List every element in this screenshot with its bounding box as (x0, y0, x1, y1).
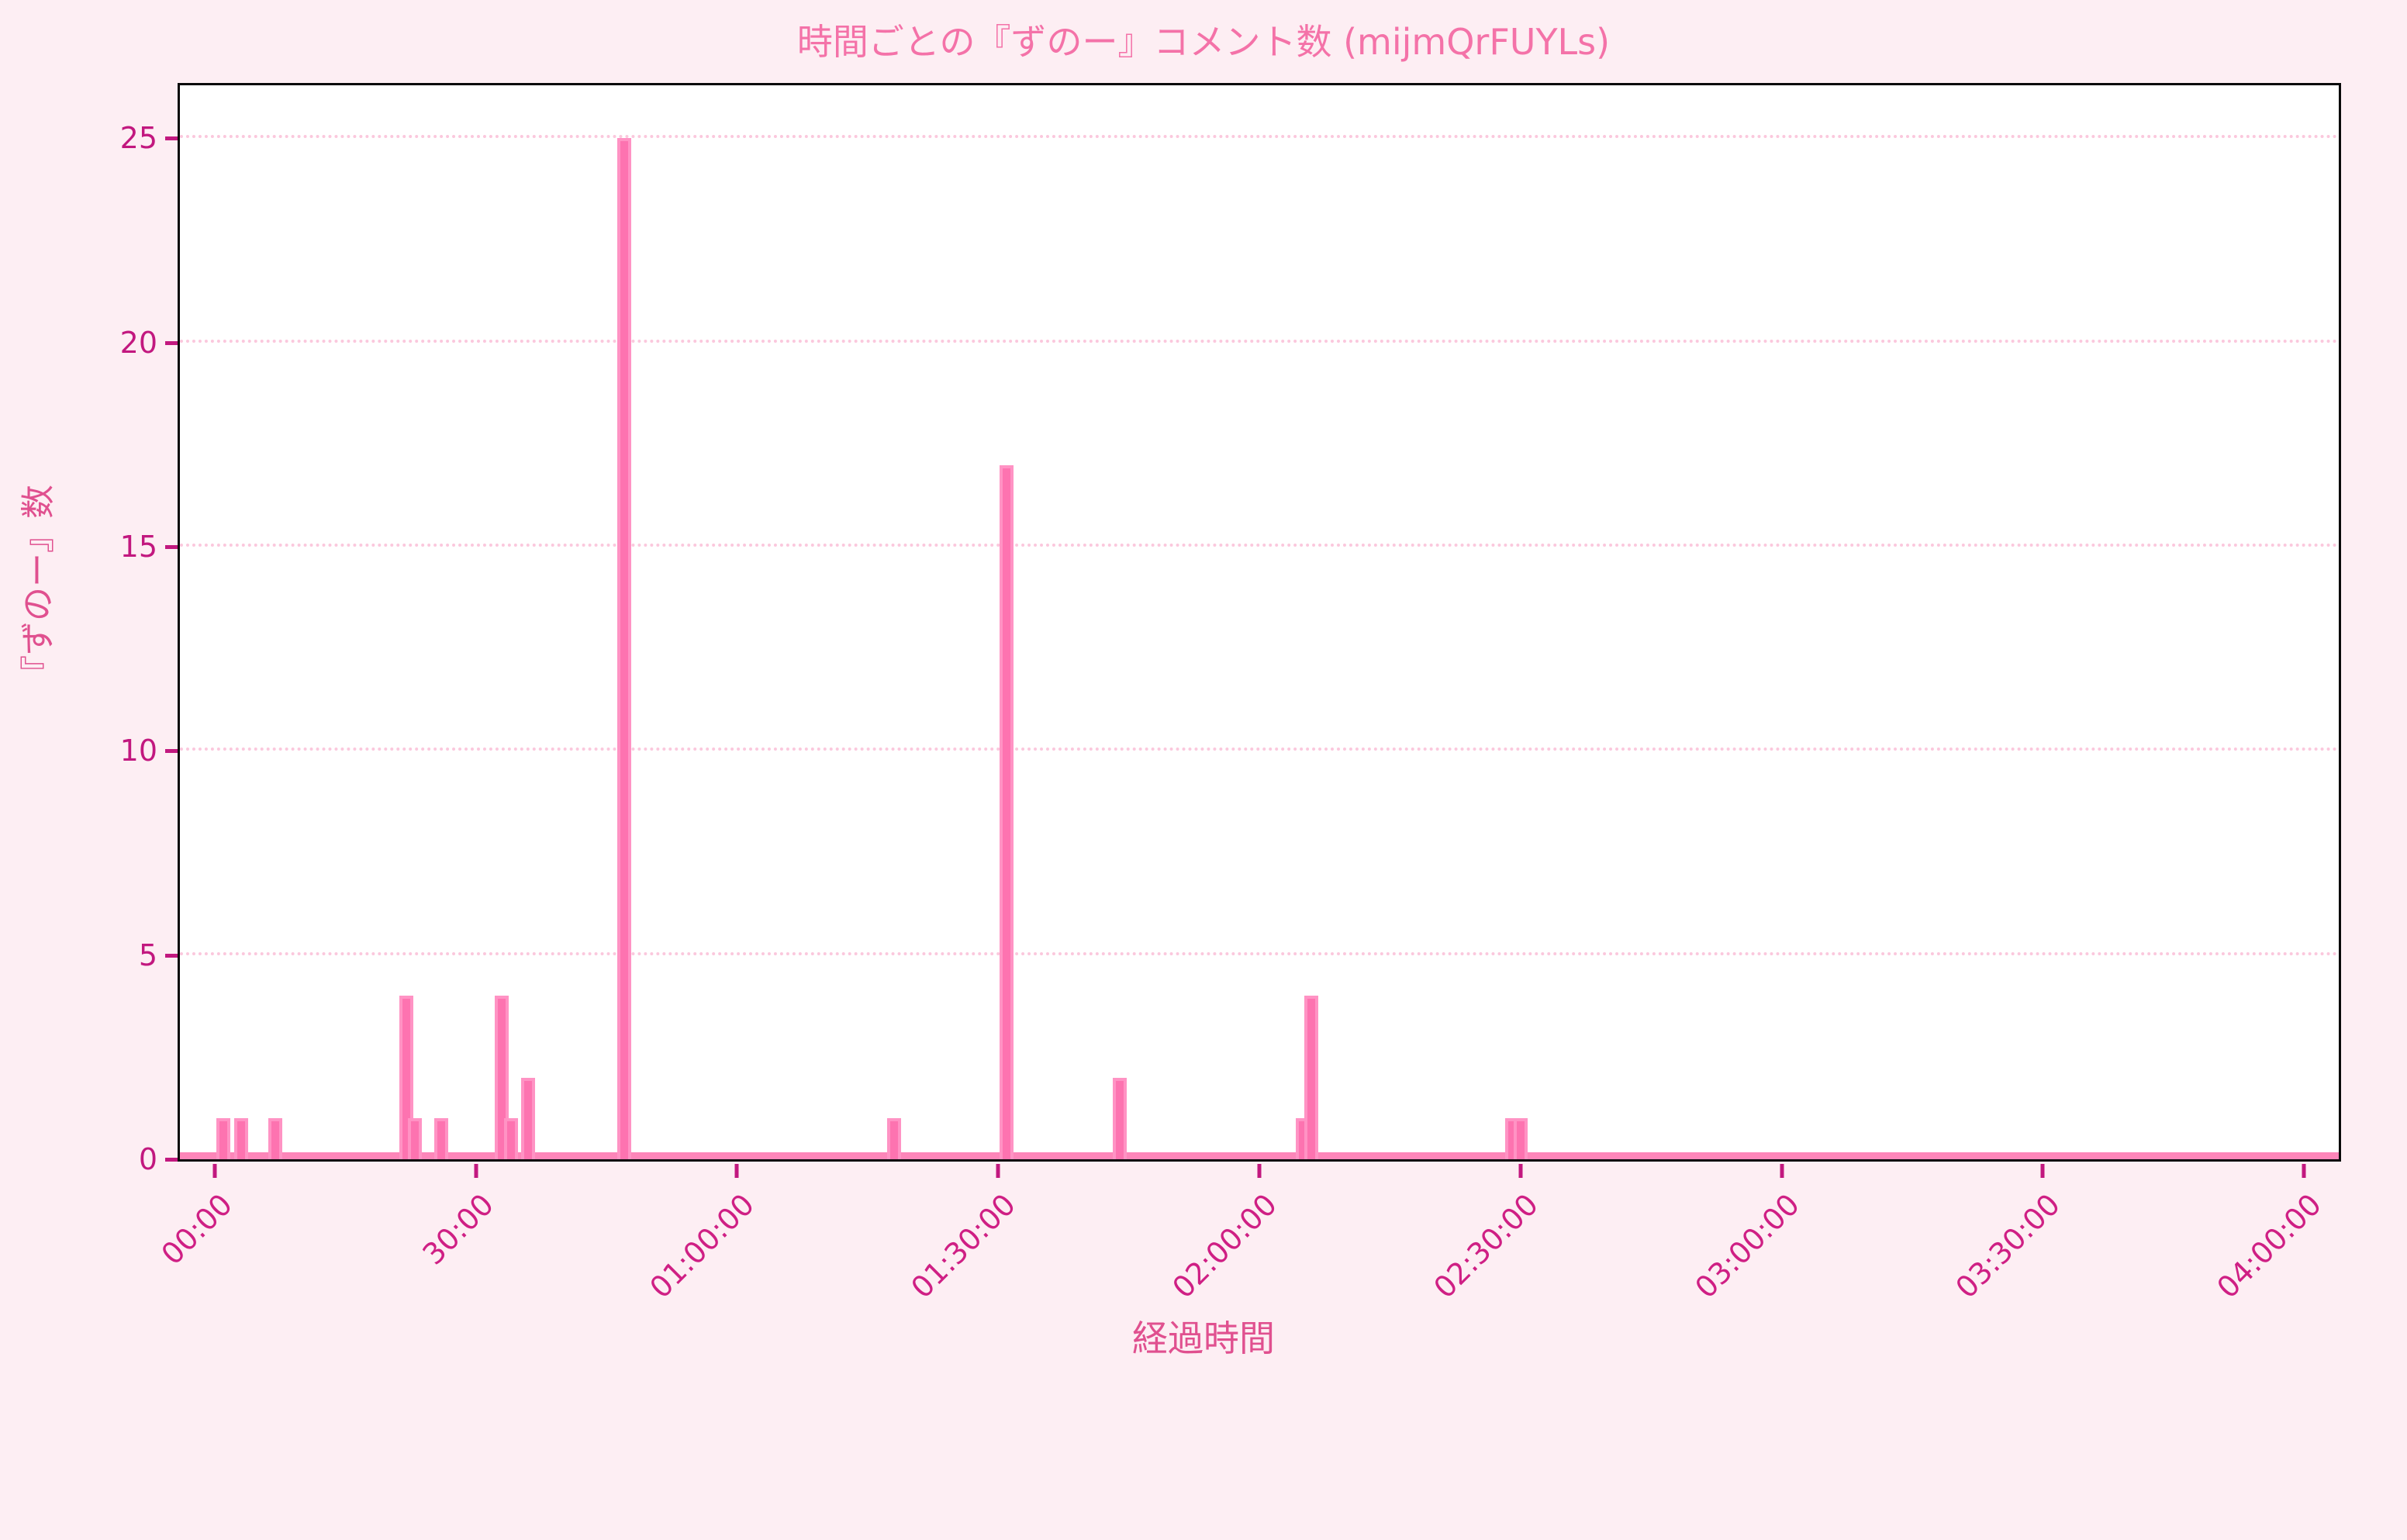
x-axis-title: 経過時間 (1132, 1317, 1275, 1359)
gridline-y-20 (180, 339, 2339, 343)
bar-series (180, 85, 2339, 1159)
bar (503, 1118, 518, 1159)
y-tick-label-0: 0 (138, 1142, 157, 1176)
gridlines (180, 85, 2339, 1159)
bar (1000, 464, 1014, 1159)
bar (1304, 996, 1319, 1159)
x-axis: 00:00 30:00 01:00:00 01:30:00 02:00:00 02:30:… (0, 1164, 2407, 1378)
y-tick-label-5: 5 (138, 937, 157, 972)
x-tick-mark-00:00 (212, 1164, 217, 1178)
bar (1113, 1077, 1128, 1159)
gridline-y-10 (180, 748, 2339, 751)
bar (1513, 1118, 1528, 1159)
x-tick-mark-01:30:00 (996, 1164, 1000, 1178)
chart-figure: 時間ごとの『ずのー』コメント数 (mijmQrFUYLs) 『ずのー』数 0 5 1… (0, 0, 2407, 1378)
chart-title: 時間ごとの『ずのー』コメント数 (mijmQrFUYLs) (796, 21, 1611, 63)
y-tick-label-20: 20 (119, 325, 157, 360)
x-tick-mark-02:30:00 (1518, 1164, 1523, 1178)
plot-area (178, 83, 2341, 1162)
bar (233, 1118, 248, 1159)
bar (616, 138, 631, 1159)
x-tick-mark-02:00:00 (1257, 1164, 1262, 1178)
y-tick-mark-25 (165, 136, 178, 141)
y-tick-label-10: 10 (119, 734, 157, 768)
y-axis: 『ずのー』数 0 5 10 15 20 25 (0, 0, 178, 1378)
bar (521, 1077, 536, 1159)
y-tick-mark-0 (165, 1158, 178, 1162)
x-tick-mark-04:00:00 (2302, 1164, 2306, 1178)
bar (495, 996, 509, 1159)
y-tick-mark-15 (165, 545, 178, 550)
bar (886, 1118, 901, 1159)
bar (268, 1118, 283, 1159)
bar (216, 1118, 231, 1159)
x-tick-mark-01:00:00 (734, 1164, 739, 1178)
x-tick-mark-03:30:00 (2040, 1164, 2045, 1178)
y-tick-mark-10 (165, 749, 178, 754)
baseline-bar-floor (180, 1152, 2339, 1159)
gridline-y-5 (180, 951, 2339, 955)
x-tick-mark-03:00:00 (1780, 1164, 1784, 1178)
y-tick-label-25: 25 (119, 121, 157, 156)
y-axis-title: 『ずのー』数 (19, 485, 58, 689)
bar (408, 1118, 423, 1159)
y-tick-mark-5 (165, 953, 178, 958)
gridline-y-15 (180, 544, 2339, 547)
gridline-y-25 (180, 135, 2339, 139)
bar (433, 1118, 448, 1159)
x-tick-mark-30:00 (474, 1164, 478, 1178)
bar (399, 996, 413, 1159)
y-tick-mark-20 (165, 340, 178, 345)
y-tick-label-15: 15 (119, 530, 157, 565)
